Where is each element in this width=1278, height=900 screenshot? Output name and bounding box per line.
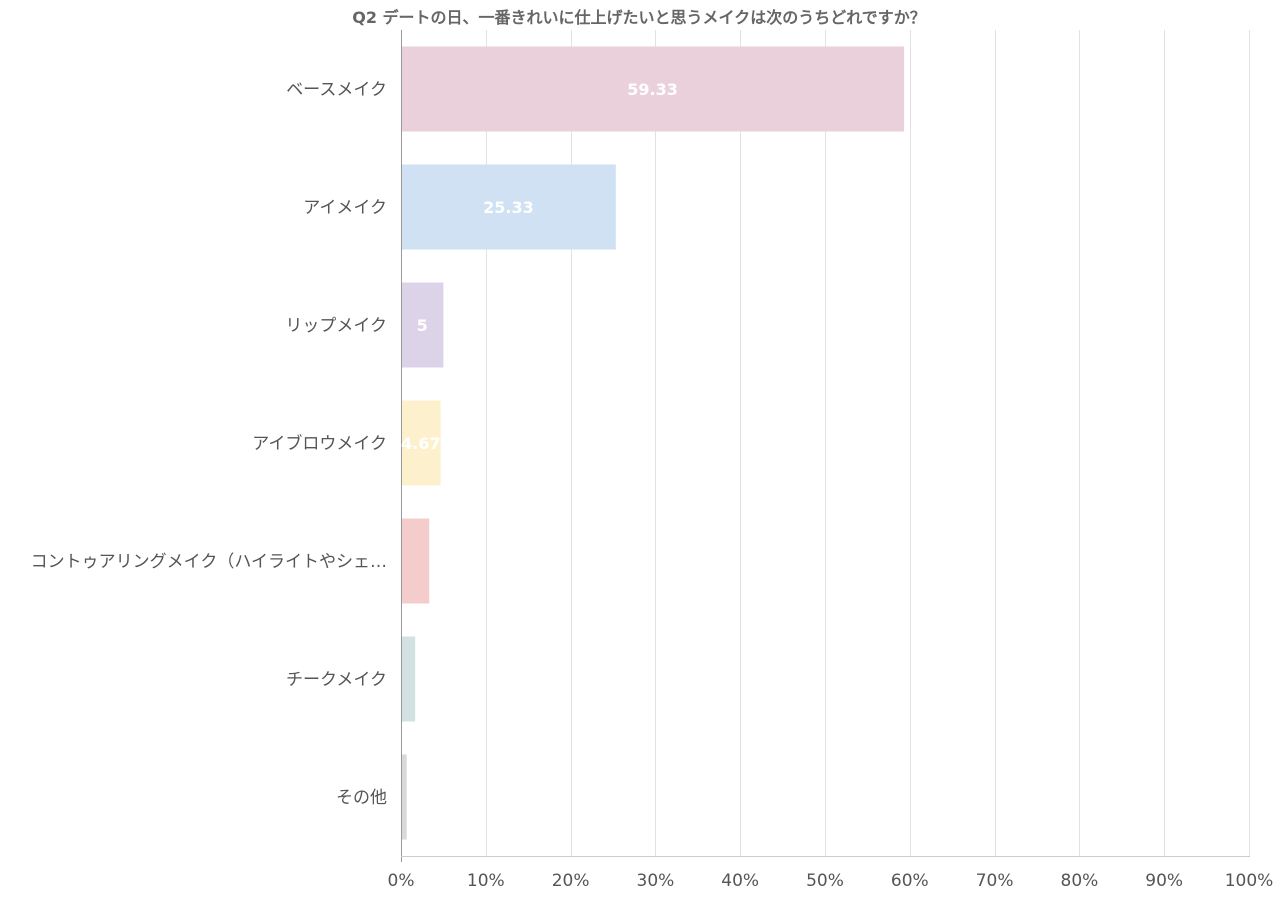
x-tick-label: 90% [1145, 871, 1183, 891]
x-tick-label: 20% [552, 871, 590, 891]
chart-title: Q2 デートの日、一番きれいに仕上げたいと思うメイクは次のうちどれですか？ [352, 8, 926, 27]
bar [401, 754, 407, 840]
bar [401, 400, 441, 486]
category-label: リップメイク [285, 316, 387, 336]
x-tick-label: 0% [388, 871, 415, 891]
bar [401, 164, 616, 250]
x-tick-label: 40% [721, 871, 759, 891]
data-label: 59.33 [627, 80, 678, 99]
x-tick-label: 10% [467, 871, 505, 891]
labels: 0% 10% 20% 30% 40% 50% 60% 70% 80% 90% 100% ベースメイク 5… [31, 80, 1274, 891]
x-tick-label: 100% [1225, 871, 1274, 891]
data-label: 5 [417, 316, 428, 335]
category-label: アイメイク [303, 198, 387, 218]
category-label: アイブロウメイク [252, 433, 387, 454]
category-label: その他 [336, 788, 387, 808]
grid-lines [486, 30, 1250, 856]
bars [401, 46, 905, 840]
x-tick-label: 30% [637, 871, 675, 891]
bar [401, 282, 444, 368]
x-tick-label: 70% [976, 871, 1014, 891]
category-label: ベースメイク [286, 80, 387, 100]
bar [401, 636, 416, 722]
data-label: 4.67 [401, 434, 440, 453]
x-tick-label: 80% [1061, 871, 1099, 891]
bar [401, 46, 905, 132]
x-tick-label: 60% [891, 871, 929, 891]
data-label: 25.33 [483, 198, 534, 217]
category-label: チークメイク [286, 670, 387, 690]
bar [401, 518, 430, 604]
axes [401, 30, 1250, 862]
category-label: コントゥアリングメイク（ハイライトやシェ… [31, 552, 387, 572]
x-tick-label: 50% [806, 871, 844, 891]
